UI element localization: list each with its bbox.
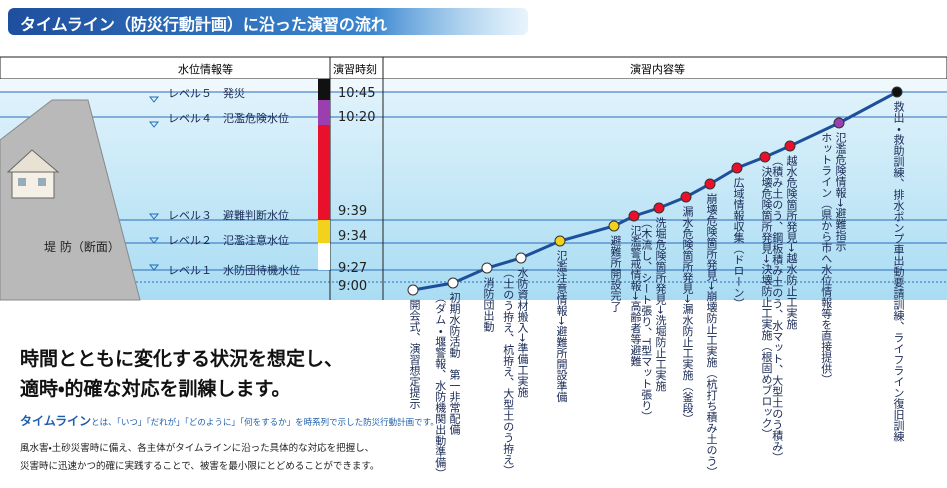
house bbox=[6, 149, 60, 199]
title-bar bbox=[8, 8, 528, 35]
flow bbox=[407, 86, 903, 296]
event: 氾濫危険情報→避難指示 ホットライン（県から市へ水位情報等を直接提供） bbox=[818, 132, 847, 486]
event: 越水危険箇所発見→越水防止工実施 （積み土のう、鋼板積み土のう、水マット、大型土の… bbox=[769, 155, 798, 486]
body-text: 災害時に迅速かつ的確に実践することで、被害を最小限にとどめることができます。 bbox=[20, 461, 380, 472]
event: 決壊危険箇所発見→決壊防止工実施（根固めブロック） bbox=[759, 166, 773, 486]
event-text: （木流し、シート張り、T型マット張り） bbox=[639, 217, 653, 422]
water-mark bbox=[148, 96, 160, 271]
definition: タイムラインとは、「いつ」「だれが」「どのように」「何をするか」を時系列で示した… bbox=[20, 412, 439, 429]
level-label: レベル２ 氾濫注意水位 bbox=[168, 234, 289, 247]
event-text: 崩壊危険箇所発見→崩壊防止工実施（杭打ち積み土のう） bbox=[705, 193, 718, 478]
event: 氾濫注意情報→避難所開設準備 bbox=[554, 250, 568, 486]
event: 漏水危険箇所発見→漏水防止工実施（釜段） bbox=[680, 206, 694, 486]
event-text: 洗堀危険箇所発見→洗堀防止工実施 bbox=[654, 217, 667, 392]
event: 氾濫警戒情報→高齢者等避難 bbox=[628, 225, 642, 486]
event: 崩壊危険箇所発見→崩壊防止工実施（杭打ち積み土のう） bbox=[704, 193, 718, 486]
column-header: 演習内容等 bbox=[630, 63, 685, 76]
time-label: 9:27 bbox=[338, 261, 368, 276]
event: 初期水防活動 第一非常配備 （ダム・堰警報、水防機関出動準備） bbox=[432, 292, 461, 486]
event-text: 初期水防活動 第一非常配備 bbox=[448, 292, 461, 435]
event-dot bbox=[784, 140, 796, 152]
column-header: 演習時刻 bbox=[333, 63, 377, 76]
term: タイムライン bbox=[20, 414, 92, 428]
time-label: 9:39 bbox=[338, 204, 368, 219]
event-text: 開会式、演習想定提示 bbox=[408, 299, 421, 409]
event-dot bbox=[653, 202, 665, 214]
level-label: レベル４ 氾濫危険水位 bbox=[168, 112, 289, 125]
event-dot bbox=[407, 284, 419, 296]
level-lines bbox=[0, 91, 947, 283]
message: 時間とともに変化する状況を想定し、 bbox=[20, 348, 344, 370]
time-label: 10:45 bbox=[338, 86, 376, 101]
level-label: レベル１ 水防団待機水位 bbox=[168, 264, 300, 277]
event-text: 決壊危険箇所発見→決壊防止工実施（根固めブロック） bbox=[760, 166, 773, 440]
event-dot bbox=[833, 117, 845, 129]
event-dot bbox=[447, 277, 459, 289]
body-text: 風水害・土砂災害時に備え、各主体がタイムラインに沿った具体的な対応を把握し、 bbox=[20, 443, 375, 454]
definition-text: とは、「いつ」「だれが」「どのように」「何をするか」を時系列で示した防災行動計画… bbox=[91, 418, 439, 428]
event-text: 避難所開設完了 bbox=[609, 235, 622, 312]
event-dot bbox=[891, 86, 903, 98]
event-dot bbox=[680, 191, 692, 203]
event-text: ホットライン（県から市へ水位情報等を直接提供） bbox=[819, 132, 833, 385]
embankment-label: 堤 防（断面） bbox=[44, 240, 120, 254]
time-label: 9:34 bbox=[338, 229, 368, 244]
title: タイムライン（防災行動計画）に沿った演習の流れ bbox=[20, 15, 387, 34]
event-text: 氾濫危険情報→避難指示 bbox=[834, 132, 847, 252]
time-label: 10:20 bbox=[338, 110, 376, 125]
event-text: 広域情報収集（ドローン） bbox=[732, 177, 745, 309]
event: 開会式、演習想定提示 bbox=[407, 299, 421, 486]
header-row bbox=[0, 56, 947, 80]
event-text: （土のう拵え、杭拵え、大型土のう拵え） bbox=[501, 267, 515, 476]
water bbox=[0, 92, 947, 300]
event-text: 氾濫注意情報→避難所開設準備 bbox=[555, 250, 568, 403]
message: 適時・的確な対応を訓練します。 bbox=[20, 378, 291, 400]
event: 消防団出動 bbox=[481, 277, 495, 486]
embankment bbox=[0, 99, 141, 301]
event-text: 漏水危険箇所発見→漏水防止工実施（釜段） bbox=[681, 206, 694, 425]
level-bar bbox=[318, 79, 330, 270]
event-text: 氾濫警戒情報→高齢者等避難 bbox=[629, 225, 642, 367]
event: 洗堀危険箇所発見→洗堀防止工実施 （木流し、シート張り、T型マット張り） bbox=[638, 217, 667, 486]
column-header: 水位情報等 bbox=[178, 63, 233, 76]
level-label: レベル３ 避難判断水位 bbox=[168, 209, 289, 222]
event-dot bbox=[515, 252, 527, 264]
time-label: 9:00 bbox=[338, 279, 368, 294]
event-text: 消防団出動 bbox=[482, 277, 495, 332]
event: 水防資材搬入→準備工実施 （土のう拵え、杭拵え、大型土のう拵え） bbox=[500, 267, 529, 486]
event: 避難所開設完了 bbox=[608, 235, 622, 486]
event-text: （ダム・堰警報、水防機関出動準備） bbox=[433, 292, 447, 479]
event-dot bbox=[628, 210, 640, 222]
event-dot bbox=[704, 178, 716, 190]
event-dot bbox=[759, 151, 771, 163]
event-dot bbox=[481, 262, 493, 274]
event: 広域情報収集（ドローン） bbox=[731, 177, 745, 486]
event-text: 水防資材搬入→準備工実施 bbox=[516, 267, 529, 398]
event-dot bbox=[554, 235, 566, 247]
event-text: 救出・救助訓練、排水ポンプ車出動要請訓練、ライフライン復旧訓練 bbox=[892, 101, 905, 442]
sky bbox=[0, 79, 947, 92]
event-dot bbox=[608, 220, 620, 232]
event: 救出・救助訓練、排水ポンプ車出動要請訓練、ライフライン復旧訓練 bbox=[891, 101, 905, 486]
event-text: 越水危険箇所発見→越水防止工実施 bbox=[785, 155, 798, 330]
level-label: レベル５ 発災 bbox=[168, 87, 245, 100]
event-text: （積み土のう、鋼板積み土のう、水マット、大型土のう積み） bbox=[770, 155, 784, 463]
event-dot bbox=[731, 162, 743, 174]
